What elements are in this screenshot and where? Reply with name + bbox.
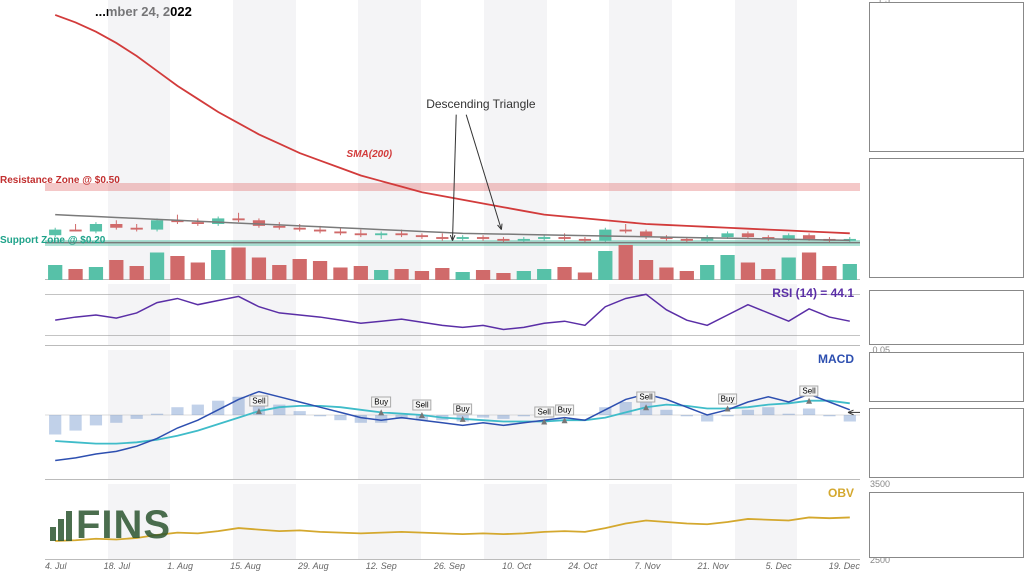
macd-signal-buy: Buy: [453, 403, 473, 414]
watermark-text: FINS: [76, 503, 171, 548]
x-tick: 21. Nov: [698, 561, 729, 575]
side-boxes: [869, 0, 1024, 576]
sma-label: SMA(200): [347, 149, 393, 160]
macd-signal-buy: Buy: [718, 393, 738, 404]
macd-signal-buy: Buy: [555, 405, 575, 416]
watermark-logo: FINS: [50, 503, 171, 548]
x-tick: 24. Oct: [568, 561, 597, 575]
side-box: [869, 158, 1024, 278]
rsi-label: RSI (14) = 44.1: [772, 286, 854, 300]
obv-label: OBV: [828, 486, 854, 500]
x-axis: 4. Jul 18. Jul 1. Aug 15. Aug 29. Aug 12. Sep…: [45, 561, 860, 575]
side-box: [869, 352, 1024, 402]
macd-signal-buy: Buy: [371, 397, 391, 408]
macd-panel: MACD -0.0200.020.05 SellBuySellBuySellBu…: [45, 350, 860, 480]
x-tick: 19. Dec: [829, 561, 860, 575]
rsi-panel: RSI (14) = 44.1 3070: [45, 284, 860, 346]
macd-signal-sell: Sell: [799, 385, 818, 396]
resistance-label: Resistance Zone @ $0.50: [0, 175, 120, 186]
support-label: Support Zone @ $0.20: [0, 235, 105, 246]
x-tick: 4. Jul: [45, 561, 67, 575]
macd-label: MACD: [818, 352, 854, 366]
side-box: [869, 492, 1024, 558]
x-tick: 5. Dec: [766, 561, 792, 575]
price-panel: Resistance Zone @ $0.50 Support Zone @ $…: [45, 0, 860, 280]
macd-signal-sell: Sell: [636, 392, 655, 403]
x-tick: 12. Sep: [366, 561, 397, 575]
chart-area: Resistance Zone @ $0.50 Support Zone @ $…: [45, 0, 860, 576]
x-tick: 15. Aug: [230, 561, 261, 575]
x-tick: 18. Jul: [104, 561, 131, 575]
x-tick: 29. Aug: [298, 561, 329, 575]
macd-signal-sell: Sell: [535, 406, 554, 417]
side-box: [869, 2, 1024, 152]
macd-signal-sell: Sell: [249, 396, 268, 407]
x-tick: 26. Sep: [434, 561, 465, 575]
x-tick: 7. Nov: [634, 561, 660, 575]
macd-signal-sell: Sell: [412, 400, 431, 411]
side-box: [869, 290, 1024, 345]
x-tick: 10. Oct: [502, 561, 531, 575]
side-box: [869, 408, 1024, 478]
x-tick: 1. Aug: [167, 561, 193, 575]
triangle-label: Descending Triangle: [426, 97, 535, 111]
